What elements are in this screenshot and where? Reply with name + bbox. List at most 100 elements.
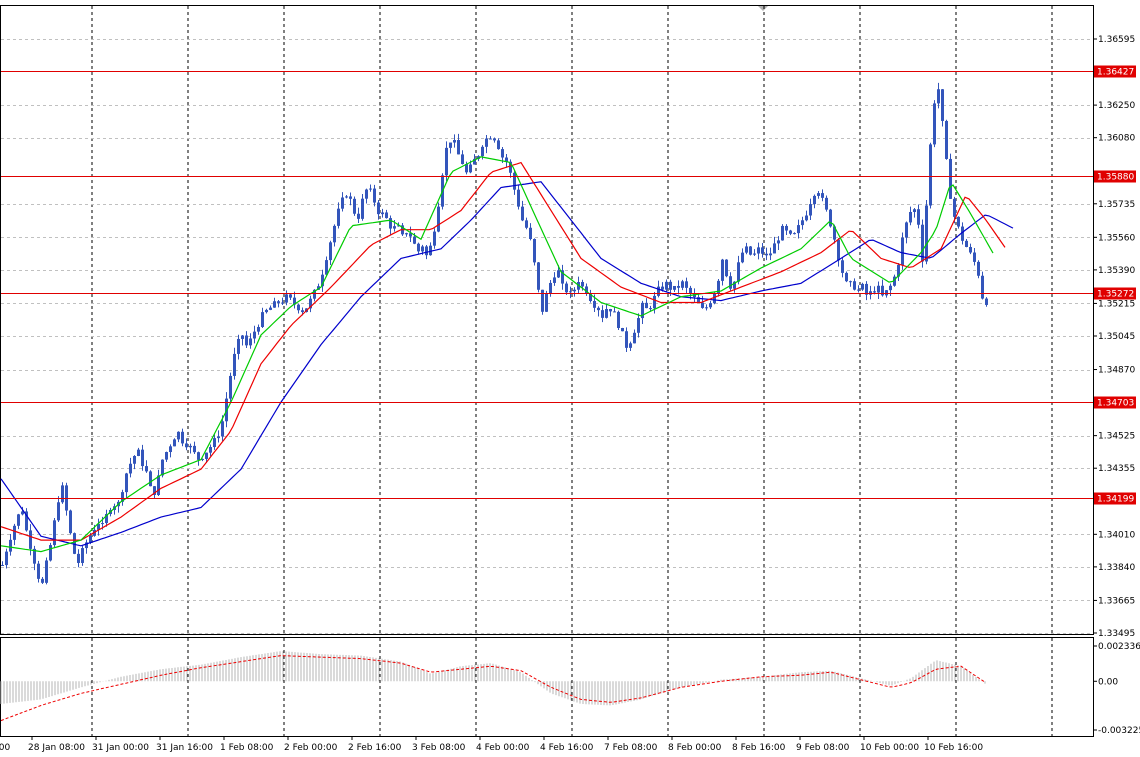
candle-body [485,138,488,147]
candle-body [613,311,616,313]
candle-body [45,560,48,583]
candle-body [89,535,92,543]
candle-body [853,281,856,290]
candle-body [945,120,948,159]
candle-body [281,302,284,304]
candle-body [797,225,800,234]
candle-body [457,140,460,155]
ma-fast-line [0,156,994,553]
candle-body [777,240,780,244]
candle-body [961,226,964,241]
time-tick-label: 2 Feb 16:00 [348,743,402,753]
candle-body [397,225,400,227]
candle-body [745,246,748,253]
horizontal-levels[interactable]: 1.36427 1.35880 1.35272 1.34703 1.34199 [1,65,1136,505]
main-plot-frame [0,5,1094,635]
candle-body [325,260,328,275]
candle-body [705,307,708,309]
candle-body [913,209,916,212]
candle-body [21,511,24,515]
candle-body [465,164,468,173]
candle-body [637,318,640,333]
candle-body [669,281,672,290]
candle-body [245,335,248,346]
candle-body [193,445,196,453]
candle-body [569,291,572,293]
price-tick-label: 1.33665 [1098,596,1135,606]
candle-body [841,260,844,273]
candle-body [917,209,920,225]
candle-body [273,301,276,308]
candle-body [541,289,544,312]
candle-body [253,331,256,339]
candle-body [429,245,432,256]
candle-body [449,142,452,148]
candle-body [701,302,704,308]
price-tick-label: 1.34010 [1098,530,1135,540]
candle-body [861,283,864,290]
candle-body [557,270,560,278]
candle-body [421,246,424,252]
candle-body [213,438,216,448]
candle-body [781,225,784,241]
candle-body [37,563,40,579]
candle-body [749,246,752,255]
candle-body [29,530,32,549]
candle-body [521,206,524,221]
candle-body [265,309,268,313]
candle-body [241,335,244,339]
candle-body [209,447,212,453]
time-tick-label: 3 Feb 08:00 [412,743,466,753]
candle-body [729,276,732,289]
candle-body [473,158,476,165]
candle-body [377,202,380,215]
candle-body [153,486,156,495]
candle-body [977,261,980,276]
candle-body [721,259,724,281]
candle-body [313,289,316,299]
time-tick-label: 31 Jan 00:00 [92,743,149,753]
candle-body [753,253,756,255]
candle-body [349,196,352,199]
level-badge [1094,65,1136,78]
candle-body [57,502,60,521]
chart-shift-marker-icon[interactable] [758,6,768,11]
candle-body [881,285,884,296]
candle-body [413,236,416,244]
candle-body [833,226,836,240]
candle-body [585,286,588,294]
candle-body [461,154,464,165]
level-label: 1.34199 [1097,495,1134,505]
time-tick-label: 31 Jan 16:00 [156,743,213,753]
candle-body [145,466,148,472]
candle-body [665,281,668,290]
candle-body [489,138,492,140]
level-badge [1094,170,1136,183]
candle-body [217,436,220,439]
candle-body [581,282,584,287]
candle-body [505,157,508,162]
candle-body [481,146,484,157]
ma-mid-line [0,161,1006,541]
candle-body [25,511,28,531]
moving-averages [0,156,1014,553]
candle-body [41,578,44,583]
candle-body [345,196,348,198]
price-tick-label: 1.33840 [1098,563,1135,573]
candle-body [301,310,304,313]
candle-body [877,285,880,293]
candle-body [865,283,868,295]
candle-body [653,295,656,309]
candle-body [761,247,764,254]
candle-body [69,510,72,534]
candle-body [409,233,412,237]
candle-body [417,243,420,252]
candle-body [817,193,820,196]
candle-body [925,205,928,262]
price-axis: 1.36595 1.36250 1.36080 1.35735 1.35560 1.353… [1093,35,1135,639]
candle-body [361,198,364,219]
candle-body [425,246,428,256]
candle-body [53,520,56,546]
level-label: 1.36427 [1097,68,1134,78]
